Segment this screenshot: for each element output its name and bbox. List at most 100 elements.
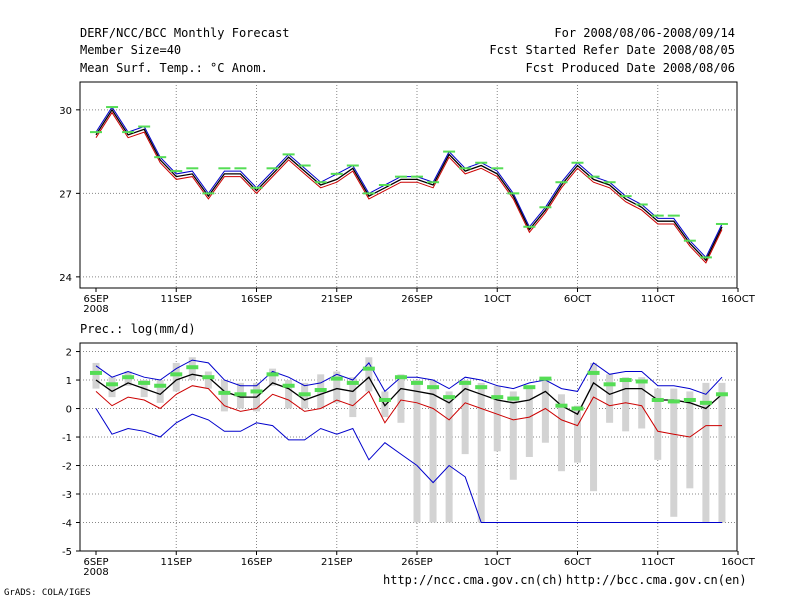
spread-bar — [525, 385, 533, 457]
obs-marker — [507, 192, 520, 195]
obs-marker — [346, 164, 359, 167]
obs-marker — [475, 161, 488, 164]
prec-x-tick-label: 6SEP — [83, 557, 108, 568]
temp-upper-line — [95, 106, 723, 259]
obs-marker — [443, 395, 456, 400]
obs-marker — [475, 385, 488, 390]
spread-bar — [269, 368, 277, 386]
spread-bar — [204, 371, 212, 389]
url-en-link[interactable]: http://bcc.cma.gov.cn(en) — [566, 573, 747, 587]
obs-marker — [378, 397, 391, 402]
obs-marker — [298, 392, 311, 397]
obs-marker — [587, 370, 600, 375]
obs-marker — [491, 167, 504, 170]
obs-marker — [571, 161, 584, 164]
obs-marker — [362, 366, 375, 371]
obs-marker — [394, 375, 407, 380]
obs-marker — [459, 380, 472, 385]
temp-x-tick-label: 16OCT — [721, 294, 756, 305]
obs-marker — [282, 153, 295, 156]
obs-marker — [443, 150, 456, 153]
obs-marker — [314, 388, 327, 393]
spread-bar — [606, 374, 614, 423]
obs-marker — [186, 167, 199, 170]
obs-marker — [362, 192, 375, 195]
obs-marker — [635, 203, 648, 206]
prec-frame — [79, 342, 738, 552]
prec-panel-title: Prec.: log(mm/d) — [80, 322, 196, 336]
obs-marker — [282, 383, 295, 388]
obs-marker — [715, 392, 728, 397]
obs-marker — [266, 372, 279, 377]
obs-marker — [427, 385, 440, 390]
obs-marker — [571, 406, 584, 411]
prec-y-tick-label: 2 — [66, 348, 72, 359]
obs-marker — [218, 390, 231, 395]
obs-marker — [683, 397, 696, 402]
obs-marker — [266, 167, 279, 170]
obs-marker — [122, 375, 135, 380]
spread-bar — [718, 382, 726, 523]
prec-x-year-label: 2008 — [83, 567, 108, 578]
temp-x-tick-label: 6SEP — [83, 294, 108, 305]
obs-marker — [683, 239, 696, 242]
temp-frame — [79, 81, 738, 289]
obs-marker — [603, 382, 616, 387]
prec-y-tick-label: -3 — [62, 490, 72, 501]
obs-marker — [651, 397, 664, 402]
obs-marker — [667, 214, 680, 217]
temp-mean-line — [95, 108, 723, 262]
spread-bar — [92, 362, 100, 389]
spread-bar — [172, 362, 180, 392]
spread-bar — [477, 382, 485, 523]
obs-marker — [603, 181, 616, 184]
spread-bar — [461, 380, 469, 455]
grads-credit: GrADS: COLA/IGES — [4, 588, 91, 598]
spread-bar — [220, 380, 228, 412]
prec-x-tick-label: 6OCT — [564, 557, 592, 568]
obs-marker — [218, 167, 231, 170]
temp-x-tick-label: 26SEP — [401, 294, 432, 305]
temp-y-tick-label: 27 — [59, 189, 72, 200]
temp-x-year-label: 2008 — [83, 304, 108, 315]
obs-marker — [539, 376, 552, 381]
prec-x-tick-label: 11OCT — [641, 557, 676, 568]
spread-bar — [654, 388, 662, 460]
spread-bar — [365, 357, 373, 392]
obs-marker — [619, 195, 632, 198]
obs-marker — [555, 403, 568, 408]
obs-marker — [667, 399, 680, 404]
prec-lower-line — [95, 385, 722, 438]
prec-upper-line — [95, 359, 723, 395]
spread-bar — [349, 377, 357, 418]
prec-min-line — [95, 408, 722, 523]
obs-marker — [234, 167, 247, 170]
temp-x-tick-label: 6OCT — [564, 294, 592, 305]
obs-marker — [138, 380, 151, 385]
obs-marker — [539, 206, 552, 209]
obs-marker — [491, 395, 504, 400]
temp-y-tick-label: 24 — [59, 273, 72, 284]
obs-marker — [651, 214, 664, 217]
prec-y-tick-label: -4 — [62, 519, 72, 530]
spread-bar — [638, 377, 646, 429]
prec-x-tick-label: 16SEP — [241, 557, 272, 568]
url-ch-link[interactable]: http://ncc.cma.gov.cn(ch) — [383, 573, 564, 587]
obs-marker — [459, 167, 472, 170]
spread-bar — [108, 377, 116, 398]
obs-marker — [250, 389, 263, 394]
obs-marker — [154, 156, 167, 159]
obs-marker — [523, 385, 536, 390]
spread-bar — [622, 377, 630, 432]
obs-marker — [250, 186, 263, 189]
prec-x-tick-label: 16OCT — [721, 557, 756, 568]
obs-marker — [523, 225, 536, 228]
spread-bar — [493, 385, 501, 452]
spread-bar — [509, 391, 517, 480]
obs-marker — [587, 175, 600, 178]
obs-marker — [378, 184, 391, 186]
obs-marker — [186, 365, 199, 370]
spread-bar — [557, 394, 565, 472]
temp-x-tick-label: 1OCT — [484, 294, 512, 305]
prec-y-tick-label: -2 — [62, 462, 72, 473]
